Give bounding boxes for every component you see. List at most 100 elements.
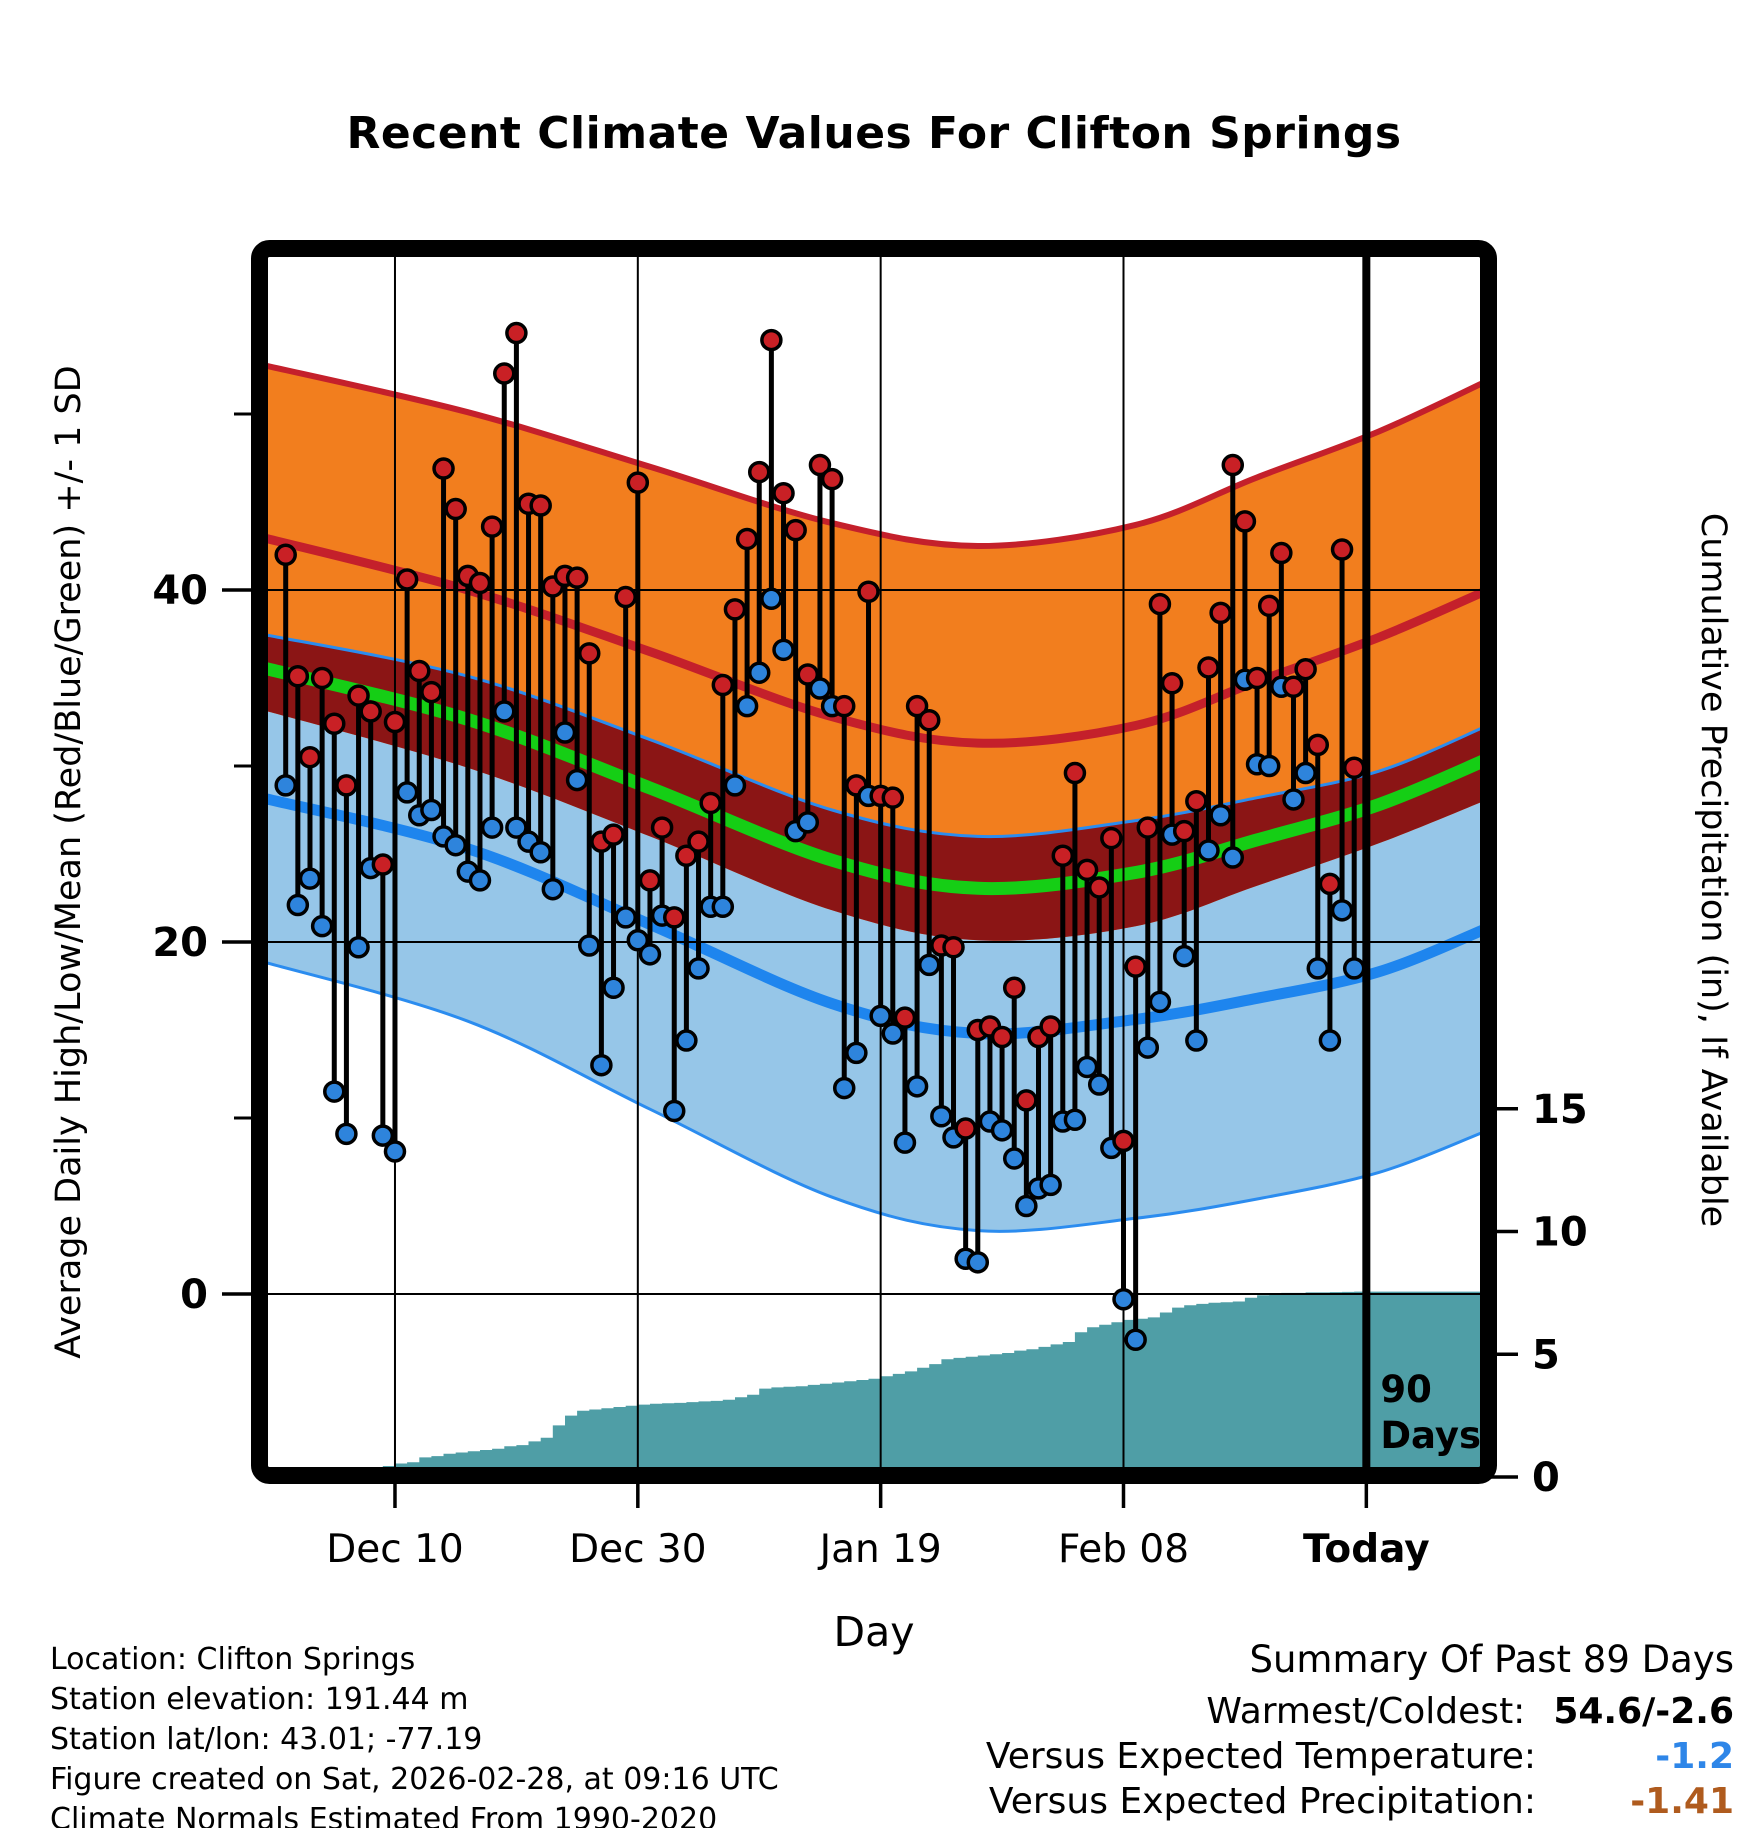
summary-row: Warmest/Coldest: 54.6/-2.6 <box>986 1689 1734 1734</box>
daily-high-dot <box>942 936 965 959</box>
daily-high-dot <box>1039 1015 1062 1038</box>
daily-high-dot <box>1306 733 1330 757</box>
daily-low-dot <box>845 1041 868 1065</box>
daily-high-dot <box>298 745 322 769</box>
daily-low-dot <box>323 1080 346 1103</box>
low-normal-line <box>268 793 1480 1040</box>
high-normal-line <box>268 534 1480 748</box>
cumulative-precip-area <box>285 1291 1480 1467</box>
daily-low-dot <box>990 1119 1014 1142</box>
daily-low-dot <box>735 694 759 718</box>
station-info-line: Station elevation: 191.44 m <box>50 1682 469 1717</box>
daily-high-dot <box>990 1025 1014 1049</box>
daily-low-dot <box>966 1251 990 1274</box>
daily-low-dot <box>1136 1036 1160 1059</box>
right-axis-tick-label: 5 <box>1532 1332 1560 1378</box>
summary-row-label: Versus Expected Precipitation: <box>988 1781 1536 1822</box>
daily-high-dot <box>420 680 443 704</box>
daily-high-dot <box>408 659 431 683</box>
daily-high-dot <box>371 853 395 876</box>
today-marker-label: Days <box>1380 1414 1481 1457</box>
daily-high-dot <box>310 666 334 690</box>
daily-low-dot <box>1087 1073 1111 1096</box>
daily-high-dot <box>1257 594 1281 618</box>
daily-high-dot <box>711 673 735 697</box>
summary-row-label: Warmest/Coldest: <box>1206 1691 1526 1732</box>
daily-high-dot <box>820 467 844 491</box>
daily-low-dot <box>614 906 637 929</box>
summary-row: Versus Expected Precipitation: -1.41 <box>986 1779 1734 1824</box>
daily-high-dot <box>1294 657 1317 681</box>
daily-high-dot <box>1136 816 1160 839</box>
daily-low-dot <box>1221 846 1245 869</box>
daily-high-dot <box>905 694 929 718</box>
daily-high-dot <box>747 460 771 484</box>
daily-high-dot <box>1330 538 1354 561</box>
daily-low-dot <box>808 677 832 700</box>
daily-low-dot <box>832 1076 856 1100</box>
today-marker-label: 90 <box>1380 1368 1432 1411</box>
daily-high-dot <box>1124 955 1147 978</box>
x-axis-tick-label: Feb 08 <box>1058 1527 1189 1572</box>
daily-high-dot <box>1221 453 1245 477</box>
daily-low-dot <box>310 914 334 938</box>
daily-high-dot <box>529 494 552 517</box>
daily-high-dot <box>675 844 698 868</box>
daily-high-dot <box>1282 675 1305 699</box>
daily-low-dot <box>1075 1055 1099 1079</box>
daily-high-dot <box>614 585 637 609</box>
daily-low-dot <box>723 774 747 797</box>
station-info-line: Climate Normals Estimated From 1990-2020 <box>50 1802 718 1828</box>
daily-low-dot <box>541 877 565 901</box>
daily-high-dot <box>565 566 589 589</box>
daily-low-dot <box>1112 1288 1135 1311</box>
daily-low-dot <box>930 1104 953 1128</box>
daily-high-dot <box>917 708 941 732</box>
daily-high-dot <box>735 527 759 551</box>
daily-low-dot <box>1197 839 1220 862</box>
left-axis-tick-label: 40 <box>152 568 208 614</box>
daily-high-dot <box>796 663 820 686</box>
daily-low-dot <box>1282 788 1305 811</box>
daily-high-dot <box>1245 666 1269 690</box>
left-axis-tick-label: 20 <box>152 920 208 966</box>
daily-high-dot <box>323 712 346 736</box>
daily-low-dot <box>796 811 820 834</box>
daily-low-dot <box>1015 1194 1038 1218</box>
summary-panel: Summary Of Past 89 Days Warmest/Coldest:… <box>986 1638 1734 1824</box>
daily-high-dot <box>432 457 455 480</box>
daily-high-dot <box>578 642 601 665</box>
daily-high-dot <box>335 774 358 797</box>
daily-low-dot <box>1294 761 1317 785</box>
daily-high-dot <box>808 453 832 477</box>
daily-high-dot <box>480 515 504 538</box>
daily-low-dot <box>1063 1108 1087 1132</box>
daily-low-dot <box>335 1122 358 1146</box>
daily-low-dot <box>893 1131 917 1154</box>
summary-row-value: -1.2 <box>1655 1736 1734 1777</box>
daily-high-dot <box>1112 1129 1135 1153</box>
daily-high-dot <box>1002 976 1026 1000</box>
station-info-line: Station lat/lon: 43.01; -77.19 <box>50 1722 483 1757</box>
daily-high-dot <box>468 571 492 595</box>
right-axis-tick-label: 0 <box>1532 1455 1560 1501</box>
daily-low-dot <box>298 867 322 890</box>
daily-low-dot <box>1124 1328 1147 1352</box>
daily-low-dot <box>553 721 577 744</box>
daily-low-dot <box>869 1004 892 1028</box>
daily-low-dot <box>687 957 710 980</box>
daily-high-dot <box>602 823 625 846</box>
daily-high-dot <box>1342 756 1366 780</box>
daily-low-dot <box>1185 1029 1208 1052</box>
daily-low-dot <box>444 833 467 857</box>
daily-high-dot <box>274 543 297 567</box>
daily-low-dot <box>468 869 492 892</box>
summary-rows: Warmest/Coldest: 54.6/-2.6 Versus Expected… <box>986 1689 1734 1824</box>
daily-high-dot <box>493 362 516 385</box>
left-axis-tick-label: 0 <box>180 1272 208 1318</box>
daily-high-dot <box>359 700 382 723</box>
daily-low-dot <box>1257 754 1281 778</box>
daily-high-dot <box>1209 601 1232 625</box>
